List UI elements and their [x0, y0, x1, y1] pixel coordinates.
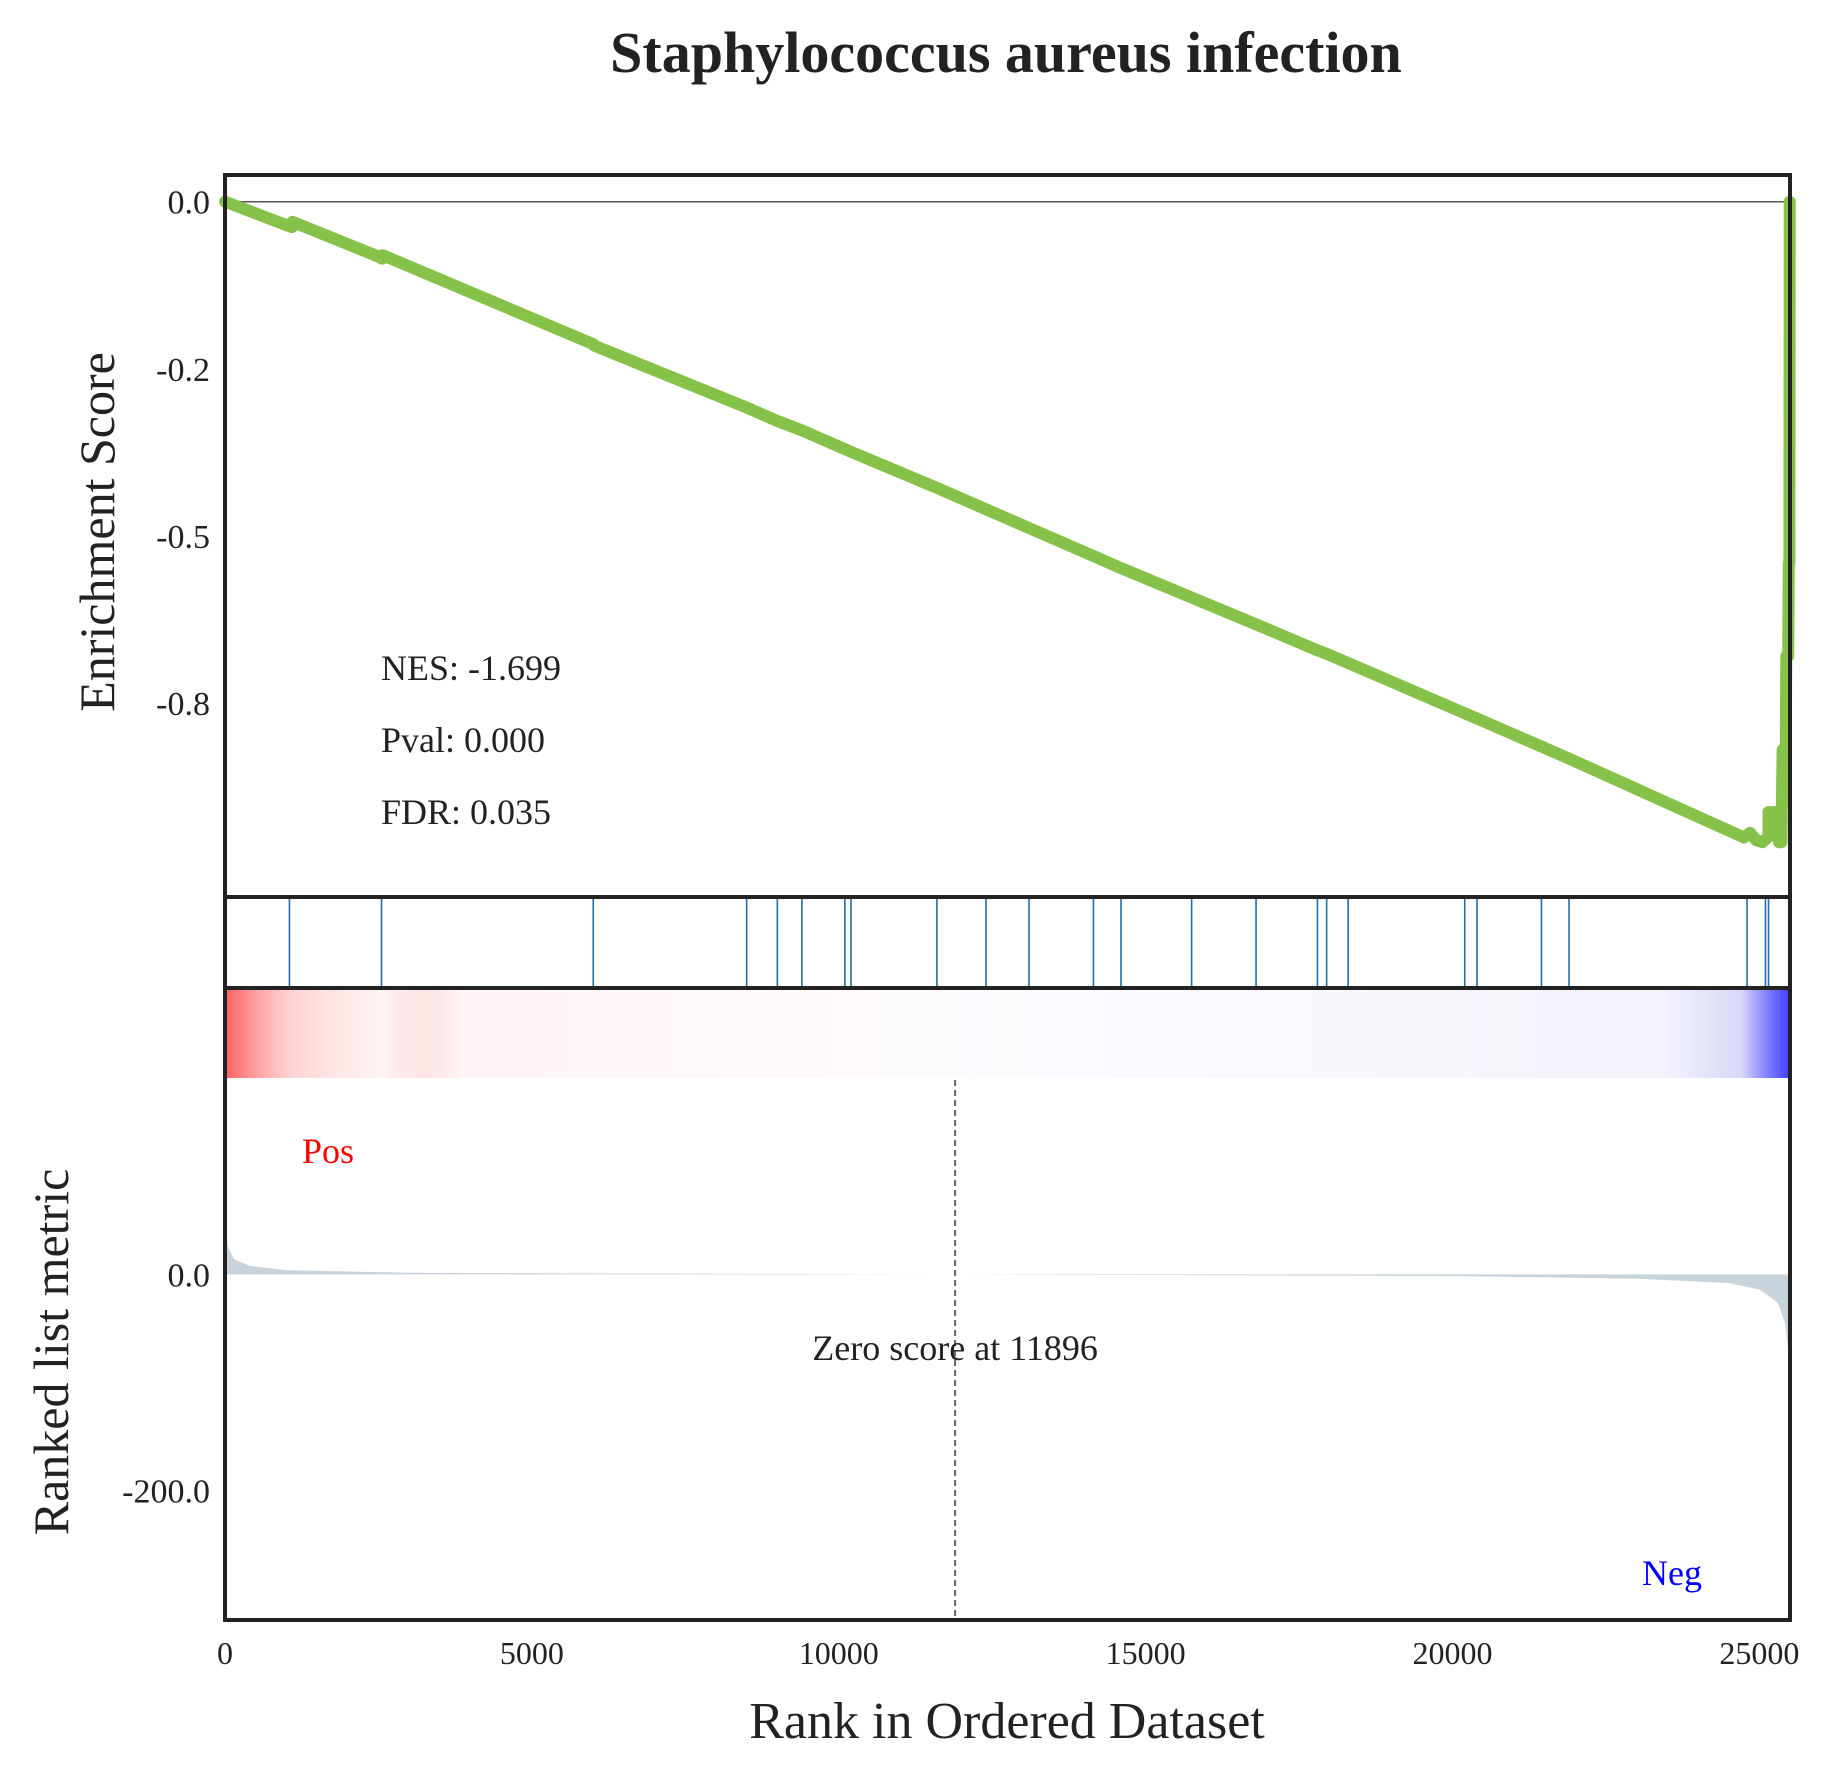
x-tick-label: 25000	[1719, 1635, 1799, 1671]
hit-lines	[288, 899, 1790, 986]
es-y-tick-label: 0.0	[168, 185, 211, 222]
es-y-tick-label: -0.8	[156, 686, 210, 723]
es-curve	[219, 195, 1796, 849]
hits-panel-frame	[223, 895, 1792, 990]
x-tick-label: 5000	[500, 1635, 564, 1671]
x-tick-label: 20000	[1412, 1635, 1492, 1671]
x-axis-ticks: 0 5000 10000 15000 20000 25000	[217, 1635, 1799, 1671]
ranked-y-tick-label: 0.0	[168, 1257, 211, 1294]
x-axis-label: Rank in Ordered Dataset	[749, 1693, 1265, 1750]
x-tick-label: 0	[217, 1635, 233, 1671]
fdr-annotation: FDR: 0.035	[381, 792, 551, 832]
neg-label: Neg	[1642, 1553, 1702, 1593]
pval-annotation: Pval: 0.000	[381, 720, 545, 760]
ranked-panel: Zero score at 11896 Pos Neg 0.0 -200.0 Ra…	[23, 986, 1799, 1750]
x-tick-label: 10000	[799, 1635, 879, 1671]
es-y-tick-label: -0.5	[156, 519, 210, 556]
hits-panel	[223, 895, 1792, 990]
es-y-axis-label: Enrichment Score	[69, 352, 125, 712]
pos-label: Pos	[302, 1131, 354, 1171]
rank-color-bar	[227, 990, 1788, 1078]
ranked-panel-frame	[223, 986, 1792, 1622]
chart-title: Staphylococcus aureus infection	[610, 20, 1402, 85]
ranked-y-tick-label: -200.0	[122, 1473, 210, 1510]
x-tick-label: 15000	[1106, 1635, 1186, 1671]
es-panel: 0.0-0.2-0.5-0.8 NES: -1.699 Pval: 0.000 …	[69, 173, 1796, 899]
zero-score-label: Zero score at 11896	[812, 1328, 1098, 1368]
ranked-y-axis-label: Ranked list metric	[23, 1169, 79, 1536]
es-y-tick-label: -0.2	[156, 352, 210, 389]
nes-annotation: NES: -1.699	[381, 648, 561, 688]
ranked-y-ticks: 0.0 -200.0	[122, 1257, 210, 1510]
es-y-ticks: 0.0 -0.2 -0.5 -0.8	[156, 185, 210, 723]
